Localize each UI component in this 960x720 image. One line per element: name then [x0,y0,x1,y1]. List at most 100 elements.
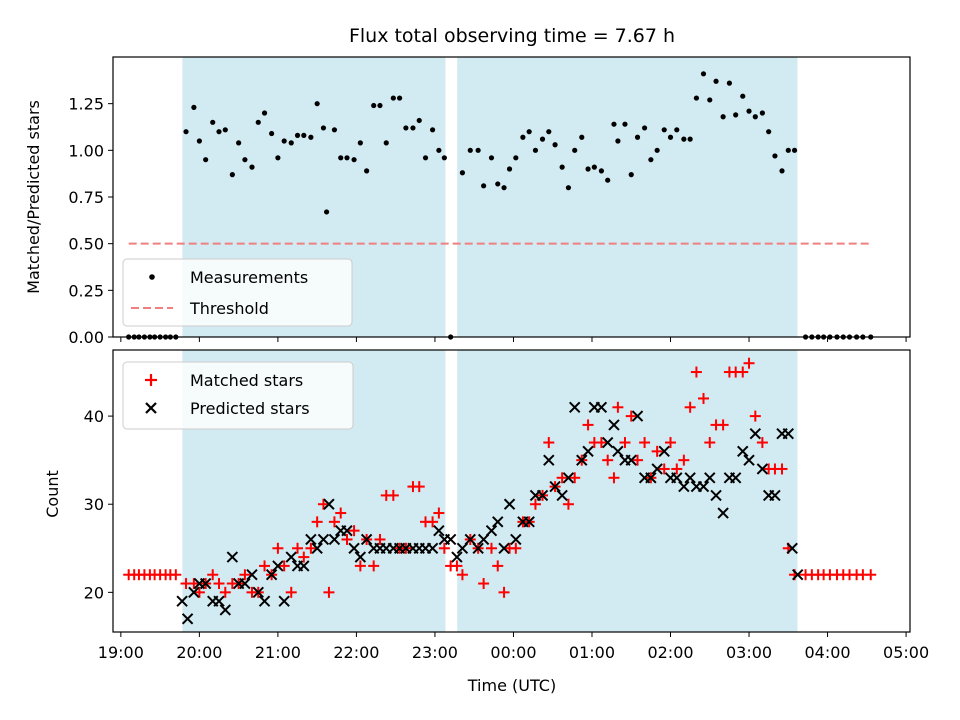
matched-star-point [438,542,450,554]
measurement-point [654,147,660,153]
measurement-point [565,185,572,191]
matched-star-point [665,437,677,449]
measurement-point [475,147,481,153]
measurement-point [275,155,281,161]
measurement-point [216,129,222,135]
predicted-star-point [786,542,798,554]
predicted-star-point [671,472,683,484]
matched-star-point [193,586,205,598]
top-data-marks [126,71,874,340]
measurement-point [772,153,778,159]
measurement-point [785,147,791,153]
predicted-star-point [258,595,271,607]
predicted-star-point [433,524,445,537]
matched-star-point [639,437,651,449]
predicted-star-point [523,516,535,528]
legend-predicted-marker [145,402,157,414]
matched-star-point [427,516,439,528]
matched-star-point [387,489,399,501]
matched-star-point [207,569,219,581]
matched-star-point [456,569,468,581]
matched-star-point [562,498,574,510]
measurement-point [546,129,552,135]
matched-star-point [749,410,761,422]
predicted-star-point [360,533,373,546]
predicted-star-point [704,472,716,484]
bottom-y-tick-label: 30 [84,495,104,514]
x-tick-label: 00:00 [490,643,536,662]
measurement-point [559,164,565,170]
observing-interval-2 [457,57,798,337]
matched-star-point [602,454,614,466]
measurement-point [752,114,758,120]
matched-star-point [612,401,624,413]
measurement-point [249,164,255,170]
measurement-point [436,147,442,153]
matched-star-point [413,481,425,493]
predicted-star-point [651,463,663,475]
measurement-point [338,155,344,161]
x-tick-label: 21:00 [255,643,301,662]
predicted-star-point [769,489,781,502]
measurement-point [634,134,641,140]
measurement-point [648,157,654,163]
predicted-star-point [697,480,710,493]
measurement-point [513,155,519,161]
measurement-point [713,78,719,84]
measurement-point [572,147,578,153]
x-tick-label: 05:00 [883,643,929,662]
measurement-point [459,170,466,176]
measurement-point [539,136,546,142]
matched-star-point [348,525,360,537]
chart-title: Flux total observing time = 7.67 h [349,25,675,47]
predicted-star-point [328,533,341,546]
measurement-point [191,104,197,110]
matched-star-point [556,472,568,484]
matched-star-point [569,472,581,484]
predicted-star-point [792,569,804,581]
top-y-tick-label: 0.50 [68,235,104,254]
predicted-star-point [213,595,225,607]
matched-star-point [737,366,749,378]
top-y-tick-label: 1.25 [68,95,104,114]
predicted-star-point [498,542,510,554]
measurement-point [720,114,726,120]
predicted-star-point [625,454,637,466]
matched-star-point [492,560,504,572]
predicted-star-point [265,569,278,581]
top-y-tick-label: 0.00 [68,328,104,347]
predicted-star-point [285,551,297,563]
measurement-point [294,132,301,138]
bottom-y-axis-label: Count [43,470,62,518]
measurement-point [288,140,294,146]
matched-star-point [632,454,644,466]
measurement-point [585,166,591,172]
matched-star-point [239,569,251,581]
legend-measurement-marker [149,274,155,280]
measurement-point [707,97,713,103]
measurement-point [488,155,495,161]
matched-star-point [433,507,445,519]
predicted-star-point [658,445,670,458]
matched-star-point [259,560,271,572]
measurement-point [397,95,403,101]
observing-interval-2 [457,350,798,632]
matched-star-point [478,578,490,590]
matched-star-point [625,410,637,422]
measurement-point [791,147,798,153]
matched-star-point [510,542,522,554]
top-legend: Measurements Threshold [122,258,353,327]
bottom-legend-box [122,361,354,430]
matched-star-point [704,437,716,449]
matched-star-point [305,542,317,554]
top-y-tick-label: 0.75 [68,188,104,207]
legend-matched-label: Matched stars [190,371,303,390]
predicted-star-point [485,524,498,537]
predicted-star-point [569,401,581,413]
predicted-star-point [601,436,614,449]
measurement-point [779,168,785,174]
predicted-star-point [710,489,722,502]
measurement-point [674,127,680,133]
predicted-star-point [252,586,264,599]
matched-star-point [529,498,541,510]
